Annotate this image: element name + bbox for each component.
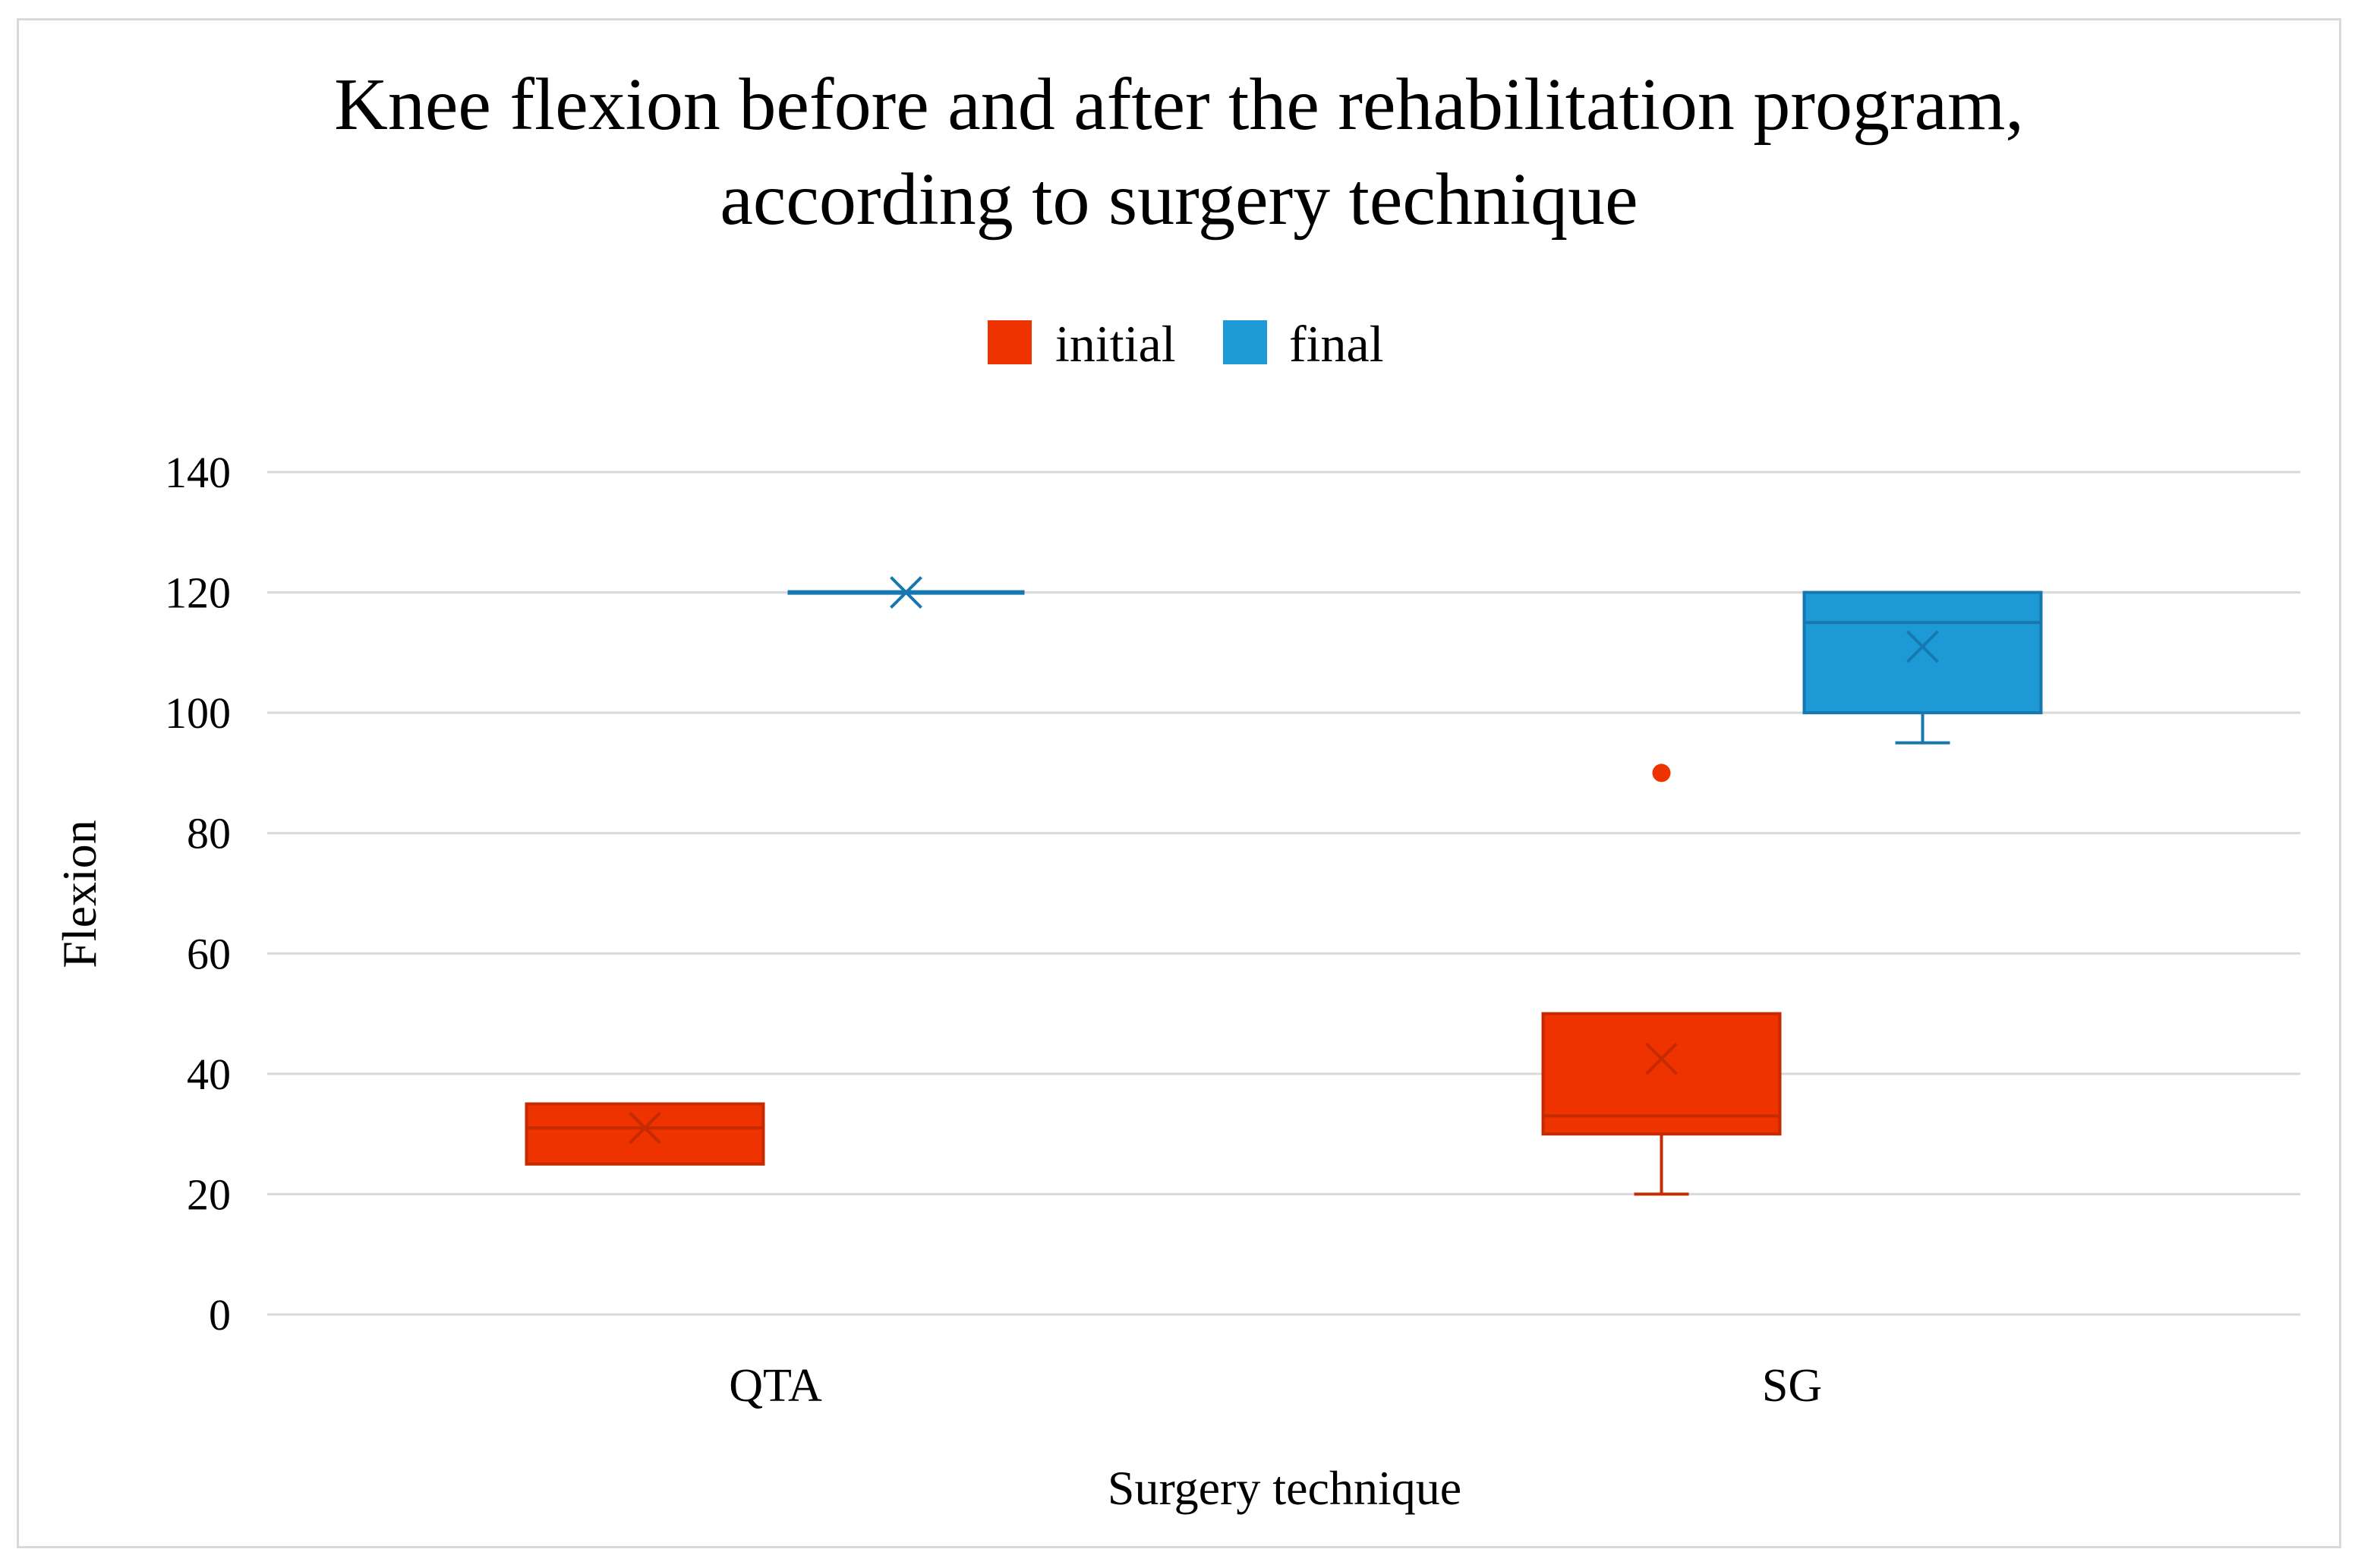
y-tick-label-40: 40 xyxy=(187,1050,231,1099)
y-tick-label-100: 100 xyxy=(165,688,231,738)
chart-title-line-2: according to surgery technique xyxy=(720,159,1638,241)
boxes xyxy=(525,576,2043,1196)
mean-marker-stroke-b-final-qta xyxy=(890,576,922,609)
y-tick-label-80: 80 xyxy=(187,809,231,858)
legend: initial final xyxy=(988,315,1384,373)
mean-marker-stroke-b-initial-sg xyxy=(1645,1042,1678,1075)
box-body-final-sg xyxy=(1802,590,2043,715)
y-tick-label-120: 120 xyxy=(165,568,231,618)
y-tick-label-20: 20 xyxy=(187,1170,231,1219)
chart-frame xyxy=(17,18,2341,1548)
outlier-point-initial-sg-0 xyxy=(1652,764,1671,782)
legend-label-initial: initial xyxy=(1055,315,1176,373)
y-tick-label-140: 140 xyxy=(165,448,231,497)
mean-marker-final-qta xyxy=(890,576,922,609)
y-tick-labels: 0 20 40 60 80 100 120 140 xyxy=(165,448,231,1340)
legend-swatch-final xyxy=(1223,320,1267,364)
y-tick-label-60: 60 xyxy=(187,929,231,978)
x-category-label-qta: QTA xyxy=(729,1360,822,1412)
x-category-label-sg: SG xyxy=(1762,1360,1822,1412)
x-axis-title: Surgery technique xyxy=(1108,1461,1461,1515)
box-body-initial-qta xyxy=(525,1102,765,1166)
y-tick-label-0: 0 xyxy=(209,1290,231,1340)
chart-title-line-1: Knee flexion before and after the rehabi… xyxy=(334,64,2024,146)
mean-marker-initial-sg xyxy=(1645,1042,1678,1075)
legend-label-final: final xyxy=(1289,315,1384,373)
mean-marker-final-sg xyxy=(1906,630,1939,663)
box-initial-sg xyxy=(1541,764,1782,1196)
mean-marker-stroke-b-initial-qta xyxy=(629,1111,661,1145)
box-final-qta xyxy=(787,576,1025,609)
mean-marker-initial-qta xyxy=(629,1111,661,1145)
mean-marker-stroke-b-final-sg xyxy=(1906,630,1939,663)
box-initial-qta xyxy=(525,1102,765,1166)
x-category-labels: QTA SG xyxy=(729,1360,1822,1412)
box-final-sg xyxy=(1802,590,2043,745)
box-body-initial-sg xyxy=(1541,1012,1782,1136)
legend-swatch-initial xyxy=(988,320,1032,364)
y-axis-title: Flexion xyxy=(52,820,106,968)
